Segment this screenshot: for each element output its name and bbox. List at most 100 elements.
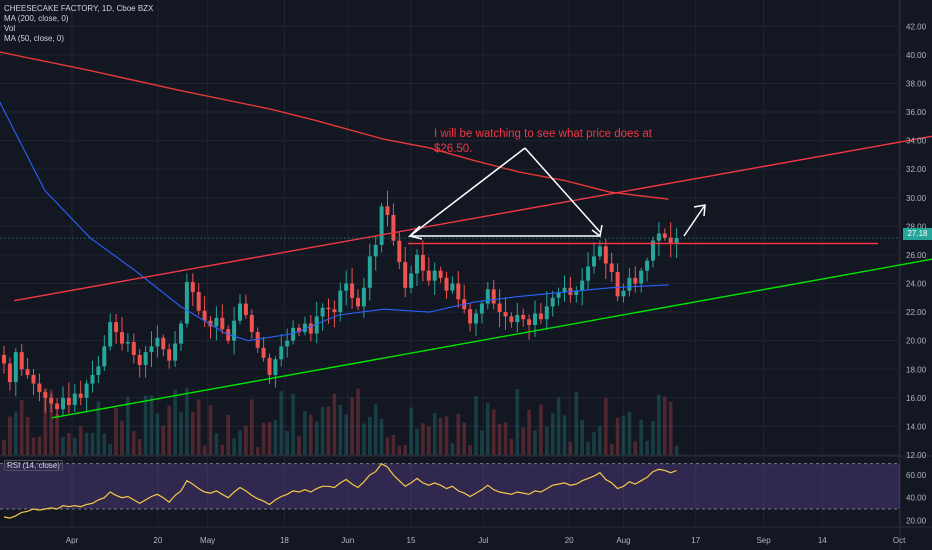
price-tick-label: 42.00	[906, 22, 927, 31]
volume-bar	[509, 438, 514, 455]
price-tick-label: 36.00	[906, 108, 927, 117]
candle-body	[202, 310, 207, 321]
candle-body	[226, 329, 231, 341]
candle-body	[521, 314, 526, 320]
candle-body	[308, 323, 313, 334]
candle-body	[627, 277, 632, 291]
volume-bar	[545, 426, 549, 455]
candle-body	[621, 290, 626, 297]
volume-bar	[43, 388, 48, 455]
candle-body	[603, 246, 608, 264]
candle-body	[120, 332, 124, 344]
candle-body	[90, 374, 95, 384]
last-price-tag: 27.18	[903, 228, 932, 240]
volume-bar	[326, 406, 331, 455]
volume-bar	[391, 434, 396, 455]
volume-bar	[255, 446, 260, 455]
price-tick-label: 38.00	[906, 79, 927, 88]
candle-body	[527, 319, 532, 325]
volume-bar	[244, 425, 248, 455]
volume-bar	[491, 409, 496, 455]
volume-bar	[568, 441, 573, 455]
ma200-line	[0, 51, 669, 200]
volume-bar	[480, 430, 484, 455]
volume-bar	[208, 405, 213, 455]
candle-body	[108, 322, 113, 347]
volume-bar	[356, 388, 360, 455]
time-tick-label: Aug	[616, 536, 630, 545]
candle-body	[190, 282, 195, 293]
candle-body	[485, 289, 490, 304]
candle-body	[143, 352, 148, 365]
volume-bar	[320, 407, 325, 455]
candle-body	[161, 337, 166, 350]
volume-bar	[456, 413, 461, 455]
time-tick-label: 14	[818, 536, 827, 545]
volume-bar	[615, 418, 620, 455]
candle-body	[66, 397, 71, 405]
time-tick-label: 17	[691, 536, 700, 545]
legend-symbol: CHEESECAKE FACTORY, 1D, Cboe BZX	[4, 4, 154, 13]
candle-body	[491, 289, 496, 304]
candle-body	[592, 256, 596, 267]
candle-body	[562, 287, 567, 293]
volume-bar	[220, 444, 225, 455]
volume-bar	[309, 414, 313, 455]
volume-bar	[84, 432, 89, 455]
volume-bar	[14, 411, 18, 455]
candle-body	[249, 314, 254, 333]
candle-body	[515, 314, 520, 323]
price-tick-label: 20.00	[906, 337, 927, 346]
volume-bar	[415, 428, 419, 455]
candle-body	[2, 354, 6, 364]
candle-body	[72, 393, 77, 405]
volume-bar	[444, 416, 449, 455]
candle-body	[479, 303, 484, 314]
arrow-head	[693, 204, 706, 217]
candle-body	[25, 369, 30, 375]
rsi-tick-label: 60.00	[906, 471, 927, 480]
candle-body	[538, 313, 543, 320]
volume-bar	[527, 409, 531, 455]
volume-bar	[37, 436, 42, 455]
rsi-tick-label: 20.00	[906, 516, 927, 525]
volume-bar	[580, 420, 584, 455]
volume-bar	[639, 419, 643, 455]
candle-body	[332, 309, 337, 313]
candle-body	[279, 346, 284, 360]
candle-body	[645, 260, 650, 271]
candle-body	[385, 206, 390, 215]
volume-bar	[521, 427, 525, 455]
volume-bar	[137, 439, 142, 455]
chart-legend: CHEESECAKE FACTORY, 1D, Cboe BZX MA (200…	[4, 4, 153, 44]
candle-body	[131, 342, 136, 355]
volume-bar	[61, 436, 65, 455]
volume-bar	[173, 389, 177, 455]
volume-bar	[474, 395, 478, 455]
volume-bar	[73, 437, 77, 455]
volume-bar	[562, 415, 567, 455]
candle-body	[415, 254, 419, 274]
volume-bar	[226, 414, 230, 455]
candle-body	[137, 354, 142, 365]
volume-bar	[609, 443, 614, 455]
volume-bar	[651, 421, 655, 455]
support-trendline	[51, 258, 932, 419]
candle-body	[43, 392, 48, 398]
volume-bar	[8, 416, 12, 455]
candle-body	[125, 342, 130, 344]
candle-body	[285, 340, 290, 347]
volume-bar	[238, 430, 242, 455]
candle-body	[426, 270, 431, 281]
volume-bar	[586, 441, 590, 455]
volume-bar	[90, 432, 95, 455]
volume-bar	[291, 394, 295, 455]
volume-bar	[285, 430, 289, 455]
volume-bar	[550, 412, 555, 455]
volume-bar	[657, 394, 661, 455]
volume-bar	[279, 391, 284, 455]
candle-body	[96, 366, 101, 375]
volume-bar	[25, 417, 30, 455]
volume-bar	[663, 396, 667, 455]
